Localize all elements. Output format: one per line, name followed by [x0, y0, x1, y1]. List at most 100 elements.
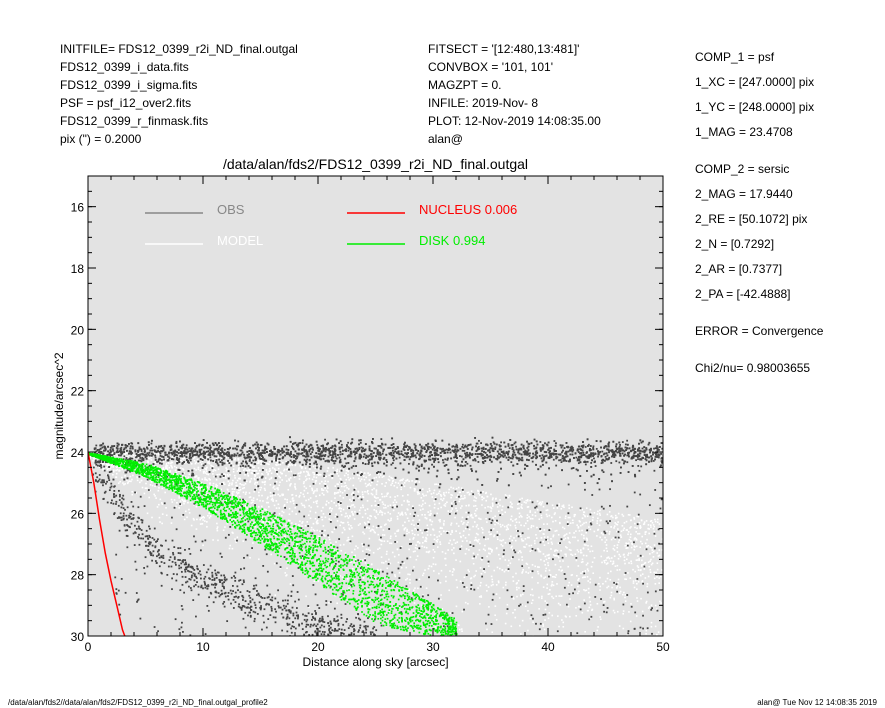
model-point [647, 561, 650, 563]
model-point [613, 544, 616, 547]
model-point [216, 529, 219, 532]
model-point [645, 600, 648, 603]
model-point [456, 639, 458, 641]
model-point [627, 554, 629, 556]
model-point [316, 520, 318, 523]
obs-point [508, 447, 511, 450]
model-point [442, 522, 445, 525]
model-point [180, 467, 182, 469]
model-point [636, 515, 638, 518]
model-point [388, 558, 390, 561]
model-point [257, 467, 260, 469]
model-point [307, 474, 309, 476]
model-point [316, 473, 319, 476]
model-point [523, 546, 525, 548]
obs-point [561, 451, 563, 454]
model-point [251, 499, 253, 501]
header-line: MAGZPT = 0. [428, 78, 502, 92]
model-point [381, 483, 383, 485]
model-point [291, 494, 293, 496]
model-point [580, 533, 583, 536]
model-point [599, 514, 601, 516]
model-point [478, 538, 480, 541]
model-point [176, 460, 178, 462]
model-point [587, 580, 590, 582]
model-point [374, 500, 377, 502]
model-point [380, 511, 383, 513]
model-point [285, 460, 287, 463]
model-point [188, 473, 191, 475]
obs-point [319, 452, 322, 455]
model-point [332, 543, 335, 546]
model-point [289, 583, 292, 585]
header-line: PSF = psf_i12_over2.fits [60, 96, 192, 110]
model-point [511, 520, 514, 522]
model-point [431, 520, 434, 523]
model-point [455, 579, 458, 581]
model-point [295, 547, 298, 550]
model-point [173, 499, 176, 501]
model-point [493, 534, 496, 537]
model-point [614, 522, 617, 524]
model-point [542, 586, 545, 588]
obs-point [192, 449, 195, 452]
obs-point [228, 462, 231, 464]
model-point [459, 507, 462, 509]
model-point [627, 533, 629, 536]
model-point [610, 591, 613, 594]
model-point [482, 491, 484, 493]
model-point [599, 585, 602, 588]
model-point [372, 529, 375, 531]
model-point [417, 524, 420, 527]
model-point [422, 572, 425, 575]
model-point [449, 539, 451, 542]
model-point [272, 499, 274, 501]
model-point [631, 542, 633, 545]
model-point [179, 500, 182, 502]
model-point [627, 547, 629, 549]
model-point [137, 461, 140, 463]
model-point [544, 608, 547, 611]
model-point [445, 531, 448, 533]
model-point [460, 520, 463, 523]
model-point [314, 511, 317, 514]
model-point [583, 639, 585, 641]
model-point [335, 548, 338, 550]
model-point [654, 604, 657, 607]
model-point [614, 582, 617, 585]
model-point [526, 536, 529, 539]
model-point [658, 577, 661, 579]
model-point [499, 539, 501, 542]
model-point [316, 538, 319, 541]
model-point [424, 516, 427, 519]
model-point [485, 584, 488, 587]
obs-point [178, 457, 181, 460]
model-point [449, 570, 451, 572]
model-point [636, 639, 638, 641]
model-point [256, 477, 259, 479]
model-point [123, 483, 125, 486]
model-point [333, 574, 336, 576]
model-point [232, 532, 234, 534]
model-point [395, 535, 397, 537]
model-point [444, 557, 446, 560]
model-point [548, 569, 551, 572]
model-point [206, 486, 208, 488]
model-point [275, 463, 277, 466]
model-point [578, 530, 581, 532]
model-point [244, 504, 247, 507]
model-point [578, 639, 580, 641]
model-point [544, 576, 547, 578]
model-point [207, 456, 209, 459]
model-point [431, 496, 434, 498]
model-point [284, 524, 287, 527]
model-point [277, 503, 280, 506]
model-point [271, 497, 274, 500]
model-point [613, 611, 616, 614]
model-point [154, 462, 157, 464]
model-point [616, 564, 619, 567]
model-point [267, 496, 269, 499]
model-point [258, 469, 261, 472]
model-point [242, 540, 245, 542]
model-point [282, 462, 284, 464]
